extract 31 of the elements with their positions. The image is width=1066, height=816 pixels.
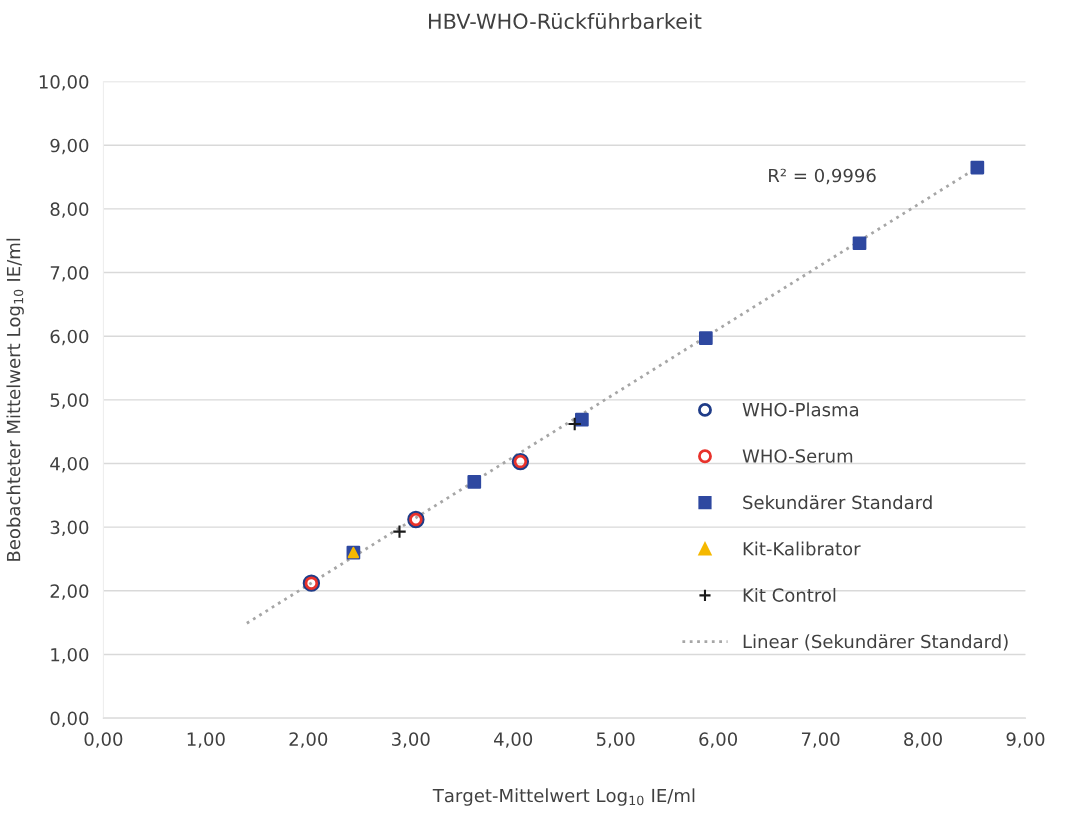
x-tick-label: 2,00 [289, 732, 328, 748]
y-tick-label: 9,00 [50, 138, 89, 155]
x-tick-label: 3,00 [392, 732, 430, 748]
legend-label: WHO-Plasma [742, 402, 859, 417]
x-tick-label: 1,00 [187, 732, 225, 748]
y-tick-label: 4,00 [50, 456, 89, 473]
legend-label: WHO-Serum [742, 449, 853, 463]
x-tick-label: 5,00 [596, 732, 635, 748]
x-tick-label: 9,00 [1006, 732, 1045, 748]
y-tick-label: 7,00 [50, 266, 89, 282]
y-tick-label: 3,00 [50, 520, 89, 537]
y-tick-label: 2,00 [50, 584, 89, 600]
y-tick-label: 5,00 [50, 393, 89, 409]
y-tick-label: 1,00 [51, 647, 89, 664]
y-tick-label: 6,00 [50, 329, 89, 346]
chart-title: HBV-WHO-Rückführbarkeit [429, 12, 702, 30]
x-tick-label: 8,00 [904, 732, 942, 748]
x-tick-label: 6,00 [699, 732, 738, 748]
x-tick-label: 7,00 [801, 732, 840, 748]
y-tick-label: 8,00 [50, 202, 89, 218]
y-tick-label: 0,00 [50, 711, 89, 728]
x-tick-label: 4,00 [494, 732, 533, 748]
x-tick-label: 0,00 [84, 732, 123, 748]
y-tick-label: 10,00 [39, 75, 89, 91]
legend-label: Kit Control [743, 587, 836, 602]
annotation: R² = 0,9996 [769, 168, 876, 185]
legend-label: Kit-Kalibrator [743, 541, 861, 556]
x-axis-title: Target-Mittelwert Log$_{10}$ IE/ml [432, 788, 695, 806]
y-axis-title: Beobachteter Mittelwert Log$_{10}$ IE/ml [6, 238, 24, 561]
legend-label: Linear (Sekundärer Standard) [743, 634, 1008, 651]
legend-label: Sekundärer Standard [743, 495, 932, 510]
